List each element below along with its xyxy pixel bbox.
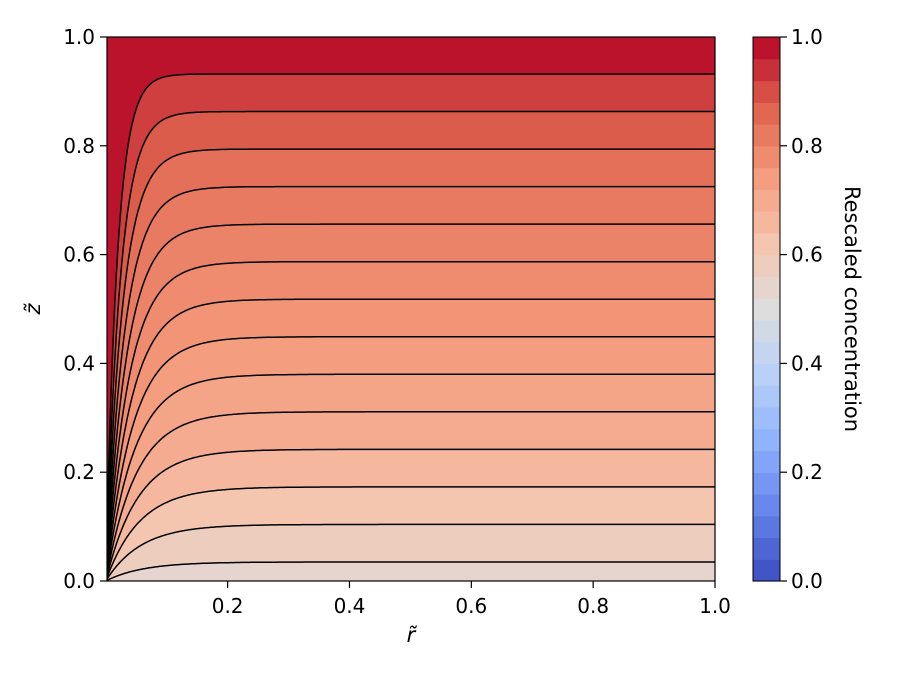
contour-line (107, 260, 715, 565)
x-tick-label: 1.0 (699, 594, 731, 618)
colorbar-step (753, 167, 780, 190)
colorbar-step (753, 37, 780, 60)
colorbar-step (753, 515, 780, 539)
contour-line (107, 523, 715, 580)
x-tick-label: 0.4 (334, 594, 366, 618)
colorbar-step (753, 80, 780, 103)
colorbar-step (753, 189, 780, 212)
colorbar-step (753, 298, 780, 321)
plot-frame (106, 36, 716, 582)
colorbar-tick-label: 1.0 (791, 25, 823, 49)
contour-line (107, 448, 715, 577)
colorbar-tick-label: 0.2 (791, 460, 823, 484)
plot-area (107, 37, 715, 581)
colorbar-tick-label: 0.6 (791, 243, 823, 267)
colorbar-step (753, 102, 780, 125)
colorbar-step (753, 385, 780, 408)
colorbar-step (753, 319, 780, 343)
y-axis-label: z̃ (21, 303, 45, 316)
colorbar-step (753, 559, 780, 582)
colorbar-step (753, 493, 780, 517)
x-axis-label: r̃ (407, 623, 418, 647)
y-tick-label: 0.2 (63, 460, 95, 484)
colorbar-step (753, 450, 780, 473)
colorbar-ticks: 0.0 0.2 0.4 0.6 0.8 1.0 (780, 25, 823, 593)
y-tick-label: 0.6 (63, 243, 95, 267)
colorbar-step (753, 428, 780, 452)
colorbar-step (753, 276, 780, 299)
colorbar-steps (753, 37, 780, 582)
colorbar-step (753, 58, 780, 82)
colorbar-step (753, 254, 780, 277)
contour-line (107, 148, 715, 551)
colorbar: 0.0 0.2 0.4 0.6 0.8 1.0 Rescaled concentratio… (752, 25, 864, 593)
contour-line (107, 73, 715, 530)
colorbar-label: Rescaled concentration (840, 186, 864, 432)
colorbar-step (753, 232, 780, 256)
colorbar-step (753, 341, 780, 364)
colorbar-step (753, 363, 780, 386)
contour-line (107, 185, 715, 557)
contour-lines (107, 73, 715, 581)
colorbar-tick-label: 0.0 (791, 569, 823, 593)
colorbar-tick-label: 0.8 (791, 134, 823, 158)
contour-line (107, 411, 715, 575)
colorbar-tick-label: 0.4 (791, 351, 823, 375)
colorbar-step (753, 406, 780, 430)
x-tick-label: 0.8 (577, 594, 609, 618)
colorbar-step (753, 124, 780, 147)
y-tick-label: 0.0 (63, 569, 95, 593)
contour-line (107, 298, 715, 568)
x-tick-label: 0.2 (212, 594, 244, 618)
contour-line (107, 110, 715, 543)
contour-band (107, 562, 715, 581)
x-tick-label: 0.6 (455, 594, 487, 618)
contour-line (107, 373, 715, 573)
colorbar-frame (752, 36, 781, 582)
y-axis: 0.0 0.2 0.4 0.6 0.8 1.0 (63, 25, 107, 593)
y-tick-label: 1.0 (63, 25, 95, 49)
colorbar-step (753, 145, 780, 169)
contour-line (107, 223, 715, 561)
colorbar-step (753, 537, 780, 560)
contour-bands (107, 37, 715, 581)
y-tick-label: 0.8 (63, 134, 95, 158)
contour-line (107, 486, 715, 579)
contour-line (107, 561, 715, 581)
x-axis: 0.2 0.4 0.6 0.8 1.0 (212, 581, 731, 618)
y-tick-label: 0.4 (63, 351, 95, 375)
colorbar-step (753, 211, 780, 234)
contour-line (107, 335, 715, 571)
colorbar-step (753, 472, 780, 495)
